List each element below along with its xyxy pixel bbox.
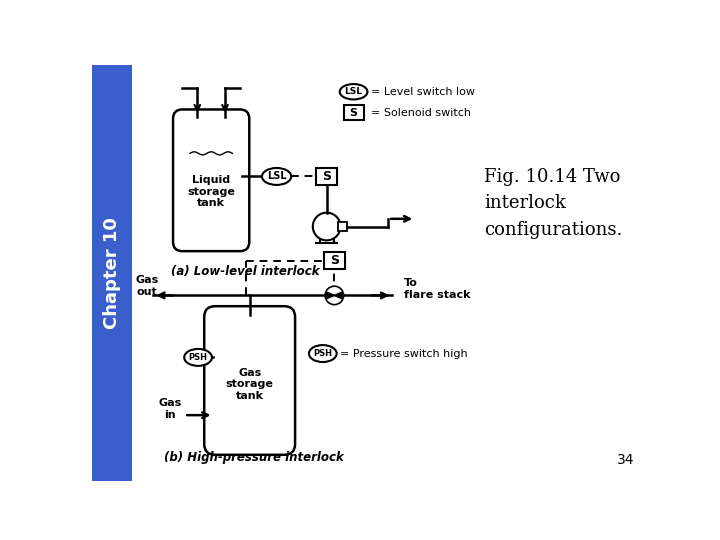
Text: PSH: PSH — [313, 349, 333, 358]
Text: S: S — [330, 254, 339, 267]
Text: Gas
out: Gas out — [135, 275, 159, 297]
Circle shape — [312, 213, 341, 240]
Ellipse shape — [340, 84, 367, 99]
FancyBboxPatch shape — [173, 110, 249, 251]
Text: LSL: LSL — [267, 172, 287, 181]
Text: PSH: PSH — [189, 353, 207, 362]
Text: Gas
storage
tank: Gas storage tank — [225, 368, 274, 401]
Polygon shape — [334, 292, 342, 299]
Text: S: S — [322, 170, 331, 183]
Circle shape — [325, 286, 343, 305]
Text: Chapter 10: Chapter 10 — [103, 217, 121, 329]
FancyBboxPatch shape — [343, 105, 364, 120]
FancyBboxPatch shape — [316, 168, 338, 185]
Text: Liquid
storage
tank: Liquid storage tank — [187, 176, 235, 208]
Text: = Level switch low: = Level switch low — [371, 87, 474, 97]
Text: (a) Low-level interlock: (a) Low-level interlock — [171, 265, 320, 278]
Text: Gas
in: Gas in — [158, 398, 182, 420]
Polygon shape — [327, 292, 334, 299]
FancyBboxPatch shape — [323, 252, 345, 269]
Text: S: S — [350, 107, 358, 118]
FancyBboxPatch shape — [204, 306, 295, 455]
Text: Fig. 10.14 Two
interlock
configurations.: Fig. 10.14 Two interlock configurations. — [485, 168, 623, 239]
FancyBboxPatch shape — [338, 222, 348, 231]
Text: (b) High-pressure interlock: (b) High-pressure interlock — [163, 451, 343, 464]
Text: 34: 34 — [617, 453, 634, 467]
Text: = Pressure switch high: = Pressure switch high — [340, 348, 467, 359]
Ellipse shape — [309, 345, 337, 362]
Bar — [92, 65, 132, 481]
Text: To
flare stack: To flare stack — [404, 279, 470, 300]
Text: LSL: LSL — [345, 87, 363, 96]
Text: = Solenoid switch: = Solenoid switch — [371, 107, 471, 118]
Ellipse shape — [184, 349, 212, 366]
Ellipse shape — [262, 168, 291, 185]
